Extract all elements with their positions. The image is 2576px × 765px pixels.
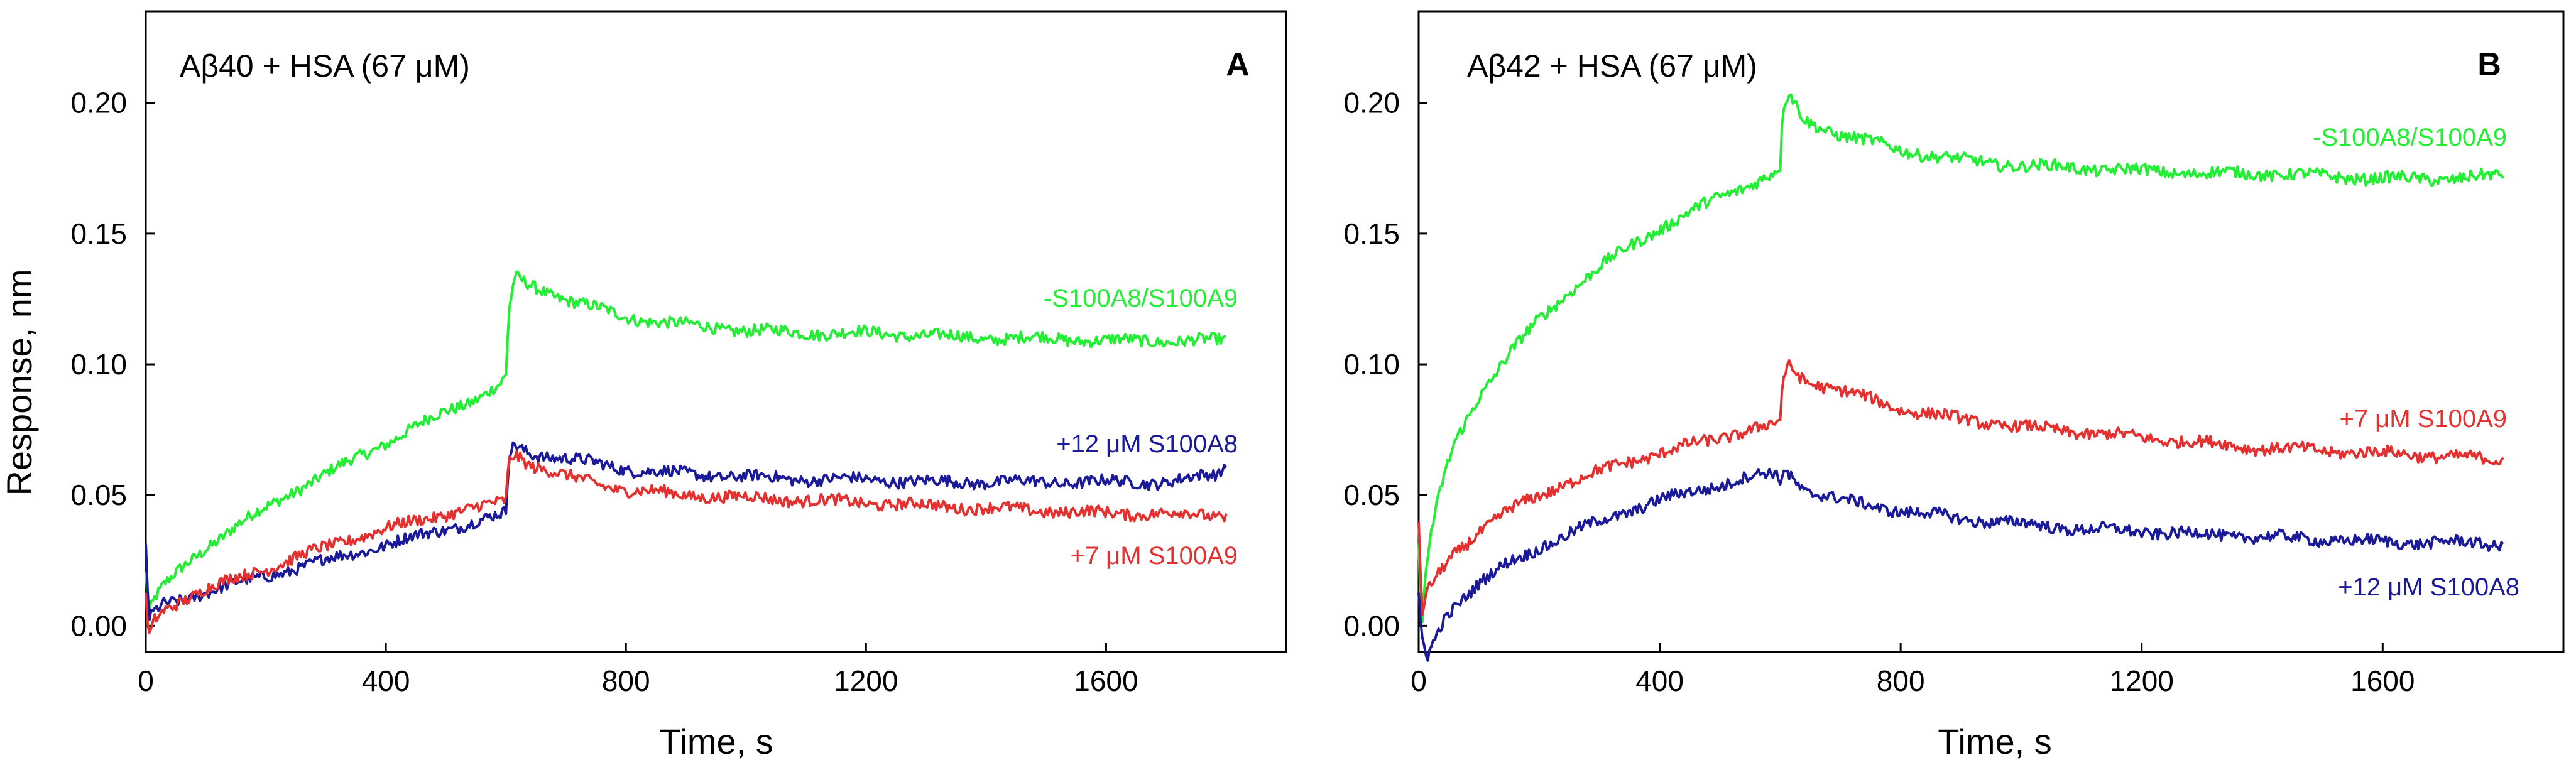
panel-b: Aβ42 + HSA (67 μM) B 0 400 800 1200 1600 0.00… (1343, 10, 2565, 761)
x-tick-label-a-3: 1200 (834, 665, 898, 697)
x-tick-label-a-2: 800 (602, 665, 650, 697)
y-tick-label-a-1: 0.05 (70, 479, 127, 511)
axis-ticks-a: 0 400 800 1200 1600 0.00 0.05 0.10 0.15 0.20 (70, 87, 1138, 697)
y-tick-label-b-2: 0.10 (1343, 348, 1400, 381)
plot-frame-b (1417, 10, 2565, 653)
panel-a-title: Aβ40 + HSA (67 μM) (180, 48, 470, 84)
y-tick-label-b-0: 0.00 (1343, 609, 1400, 642)
x-tick-label-b-4: 1600 (2350, 665, 2415, 697)
panel-a: Aβ40 + HSA (67 μM) A 0 400 800 1200 1600 0.00… (70, 10, 1287, 761)
x-axis-title-a: Time, s (659, 722, 773, 761)
y-tick-label-a-2: 0.10 (70, 348, 127, 381)
series-line-a-1 (145, 441, 1228, 621)
x-tick-label-a-4: 1600 (1074, 665, 1138, 697)
panel-b-title: Aβ42 + HSA (67 μM) (1467, 48, 1757, 84)
y-tick-label-a-4: 0.20 (70, 87, 127, 119)
series-line-a-2 (145, 450, 1228, 634)
series-label-a-blue: +12 μM S100A8 (1056, 430, 1238, 458)
series-line-a-0 (145, 270, 1227, 611)
plot-frame-a (145, 10, 1287, 653)
x-tick-label-b-0: 0 (1411, 665, 1427, 697)
y-tick-label-b-1: 0.05 (1343, 479, 1400, 511)
y-axis-title: Response, nm (0, 269, 39, 496)
y-tick-label-a-3: 0.15 (70, 217, 127, 250)
y-tick-label-b-4: 0.20 (1343, 87, 1400, 119)
x-tick-label-a-0: 0 (138, 665, 154, 697)
x-axis-title-b: Time, s (1938, 722, 2051, 761)
x-tick-label-b-3: 1200 (2110, 665, 2174, 697)
panel-a-letter: A (1226, 46, 1250, 83)
series-label-a-red: +7 μM S100A9 (1070, 542, 1238, 570)
series-line-b-0 (1417, 93, 2504, 624)
panel-b-letter: B (2477, 46, 2501, 83)
axis-ticks-b: 0 400 800 1200 1600 0.00 0.05 0.10 0.15 0.20 (1343, 87, 2415, 697)
x-tick-label-b-2: 800 (1877, 665, 1925, 697)
series-label-b-red: +7 μM S100A9 (2339, 405, 2507, 433)
x-tick-label-b-1: 400 (1635, 665, 1684, 697)
y-tick-label-b-3: 0.15 (1343, 217, 1400, 250)
x-tick-label-a-1: 400 (362, 665, 410, 697)
series-group-a (145, 270, 1228, 634)
y-tick-label-a-0: 0.00 (70, 609, 127, 642)
series-group-b (1417, 93, 2504, 662)
series-label-b-green: -S100A8/S100A9 (2313, 124, 2507, 151)
series-line-b-2 (1417, 467, 2504, 662)
series-label-b-blue: +12 μM S100A8 (2338, 573, 2519, 601)
series-label-a-green: -S100A8/S100A9 (1044, 285, 1238, 312)
series-line-b-1 (1417, 359, 2504, 616)
